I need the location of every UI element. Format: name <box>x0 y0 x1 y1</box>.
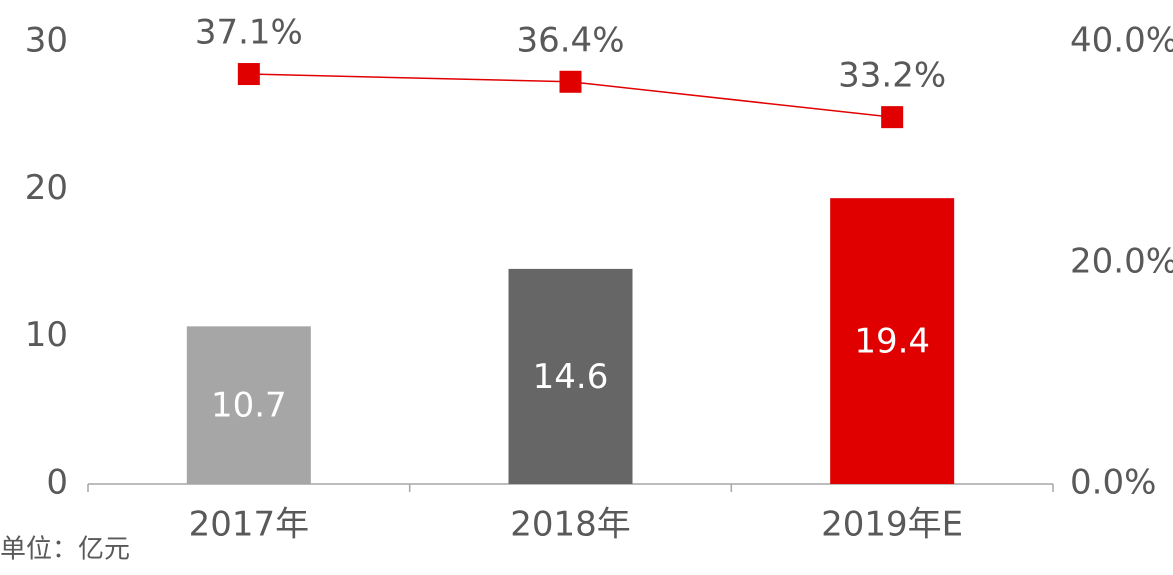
bar-value-label: 19.4 <box>854 322 930 362</box>
y-tick-label: 30 <box>25 21 68 61</box>
bar <box>186 326 311 484</box>
line-marker <box>237 63 260 86</box>
y2-tick-label: 40.0% <box>1070 21 1173 61</box>
y-tick-label: 20 <box>25 168 68 208</box>
y-tick-label: 10 <box>25 315 68 355</box>
line-value-label: 33.2% <box>838 56 946 96</box>
bar-value-label: 10.7 <box>211 386 287 426</box>
line-value-label: 36.4% <box>516 20 624 60</box>
y2-tick-label: 20.0% <box>1070 242 1173 282</box>
x-tick-label: 2019年E <box>821 505 963 545</box>
bar <box>830 198 955 484</box>
unit-note: 单位：亿元 <box>0 535 130 565</box>
y-tick-label: 0 <box>46 463 68 503</box>
line-marker <box>559 70 582 93</box>
line-marker <box>881 106 904 129</box>
y2-tick-label: 0.0% <box>1070 463 1156 503</box>
bar-value-label: 14.6 <box>533 357 609 397</box>
bar <box>508 268 633 484</box>
x-tick-label: 2017年 <box>189 505 310 545</box>
x-tick-label: 2018年 <box>510 505 631 545</box>
line-value-label: 37.1% <box>195 13 303 53</box>
